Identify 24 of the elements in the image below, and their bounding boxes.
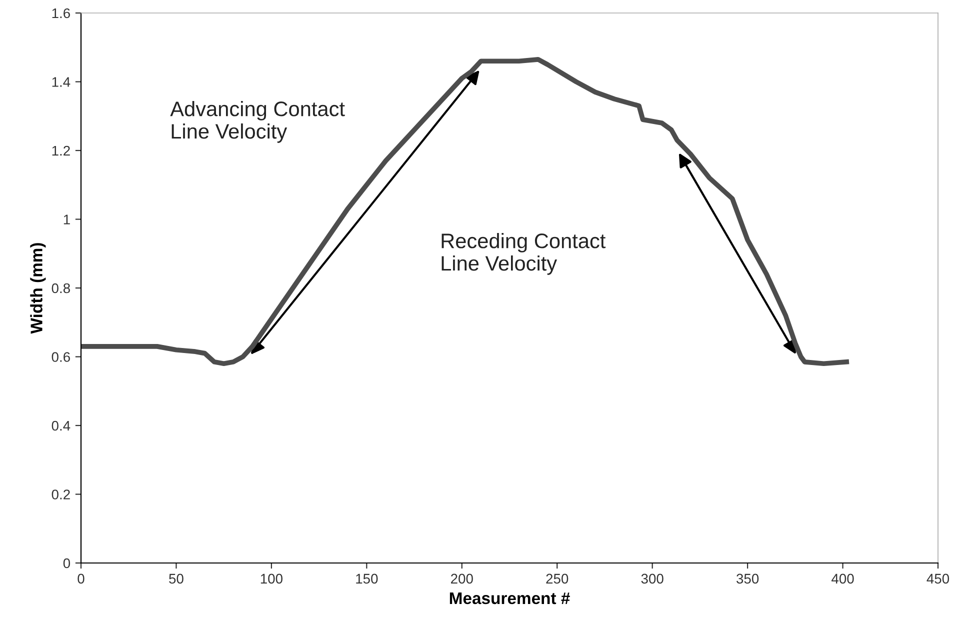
y-tick-label: 0.8 — [52, 283, 70, 294]
x-axis-title: Measurement # — [450, 592, 570, 604]
y-tick-label: 1 — [64, 214, 70, 224]
y-tick-label: 1.4 — [52, 77, 70, 87]
y-tick-label: 0 — [63, 558, 70, 568]
line-series — [81, 56, 850, 366]
x-tick-label: 200 — [451, 574, 473, 584]
y-tick-label: 1.6 — [52, 8, 70, 18]
annotation: Advancing Contact Line Velocity — [170, 101, 345, 143]
x-tick-label: 50 — [169, 574, 184, 584]
x-tick-label: 350 — [736, 574, 759, 584]
y-tick-label: 0.6 — [52, 352, 70, 362]
y-tick-label: 1.2 — [52, 146, 70, 156]
annotation: Receding Contact Line Velocity — [442, 233, 606, 275]
y-tick-label: 0.2 — [52, 490, 70, 500]
x-tick-label: 300 — [641, 574, 664, 584]
x-tick-label: 150 — [356, 574, 378, 584]
x-tick-label: 250 — [546, 574, 568, 584]
y-tick-label: 0.4 — [52, 420, 70, 431]
x-tick-label: 400 — [832, 574, 854, 584]
x-tick-label: 450 — [926, 574, 950, 584]
y-axis-title: Width (mm) — [30, 243, 46, 334]
x-tick-label: 0 — [78, 574, 84, 584]
x-tick-label: 100 — [260, 574, 282, 584]
